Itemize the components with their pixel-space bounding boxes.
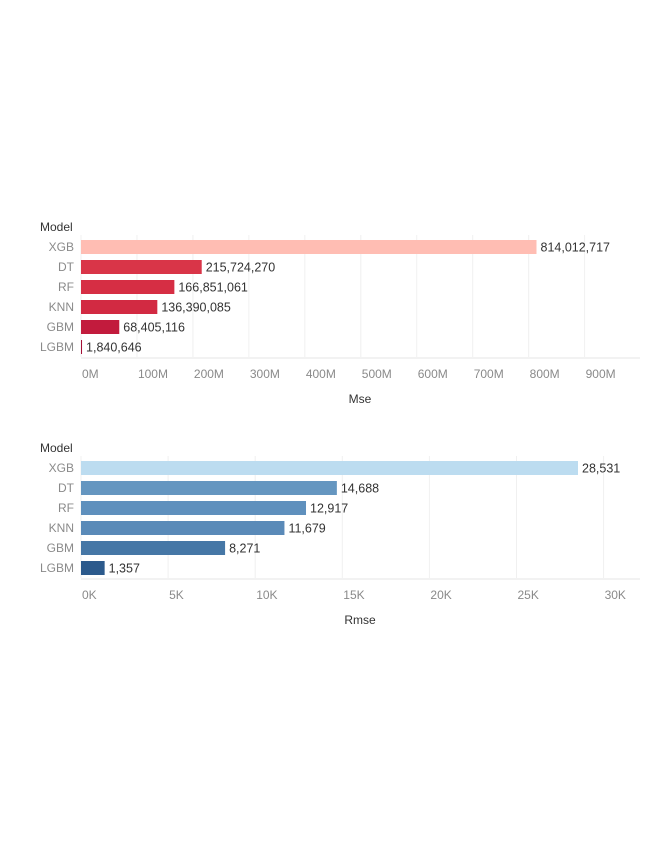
bar-gbm[interactable] <box>81 320 120 334</box>
x-tick-label: 900M <box>586 367 616 381</box>
data-label: 14,688 <box>341 482 379 496</box>
category-label: GBM <box>47 320 74 334</box>
bar-dt[interactable] <box>81 481 337 495</box>
category-label: LGBM <box>40 561 74 575</box>
x-tick-label: 15K <box>343 588 364 602</box>
row-header: Model <box>40 220 73 234</box>
data-label: 215,724,270 <box>206 261 276 275</box>
category-label: KNN <box>49 521 74 535</box>
data-label: 1,357 <box>109 562 140 576</box>
bar-knn[interactable] <box>81 300 158 314</box>
category-label: RF <box>58 280 74 294</box>
x-tick-label: 200M <box>194 367 224 381</box>
data-label: 28,531 <box>582 462 620 476</box>
data-label: 136,390,085 <box>161 301 231 315</box>
x-axis-title: Mse <box>349 392 372 406</box>
data-label: 68,405,116 <box>123 321 185 335</box>
bar-knn[interactable] <box>81 521 285 535</box>
x-tick-label: 25K <box>517 588 538 602</box>
x-tick-label: 600M <box>418 367 448 381</box>
x-tick-label: 300M <box>250 367 280 381</box>
category-label: KNN <box>49 300 74 314</box>
x-tick-label: 0K <box>82 588 97 602</box>
bar-dt[interactable] <box>81 260 202 274</box>
x-axis-title: Rmse <box>344 613 376 627</box>
x-tick-label: 500M <box>362 367 392 381</box>
bar-rf[interactable] <box>81 501 307 515</box>
category-label: RF <box>58 501 74 515</box>
data-label: 8,271 <box>229 542 260 556</box>
data-label: 166,851,061 <box>178 281 248 295</box>
x-tick-label: 800M <box>530 367 560 381</box>
x-tick-label: 400M <box>306 367 336 381</box>
x-tick-label: 20K <box>430 588 451 602</box>
bar-lgbm[interactable] <box>81 561 105 575</box>
bar-lgbm[interactable] <box>81 340 83 354</box>
x-tick-label: 700M <box>474 367 504 381</box>
chart-mse: Model XGB 814,012,717 DT 215,724,270 RF 166,85… <box>40 220 640 406</box>
x-tick-label: 30K <box>605 588 626 602</box>
data-label: 11,679 <box>288 522 325 536</box>
category-label: XGB <box>49 240 74 254</box>
bar-xgb[interactable] <box>81 240 537 254</box>
category-label: LGBM <box>40 340 74 354</box>
data-label: 814,012,717 <box>541 241 611 255</box>
category-label: GBM <box>47 541 74 555</box>
data-label: 12,917 <box>310 502 348 516</box>
category-label: DT <box>58 260 75 274</box>
category-label: XGB <box>49 461 74 475</box>
data-label: 1,840,646 <box>86 341 142 355</box>
bar-xgb[interactable] <box>81 461 578 475</box>
bar-rf[interactable] <box>81 280 175 294</box>
x-tick-label: 100M <box>138 367 168 381</box>
bar-gbm[interactable] <box>81 541 226 555</box>
x-tick-label: 5K <box>169 588 184 602</box>
x-tick-label: 0M <box>82 367 99 381</box>
category-label: DT <box>58 481 75 495</box>
chart-rmse: Model XGB 28,531 DT 14,688 RF 12,917 KNN 11,679 G… <box>40 441 640 627</box>
x-tick-label: 10K <box>256 588 277 602</box>
row-header: Model <box>40 441 73 455</box>
